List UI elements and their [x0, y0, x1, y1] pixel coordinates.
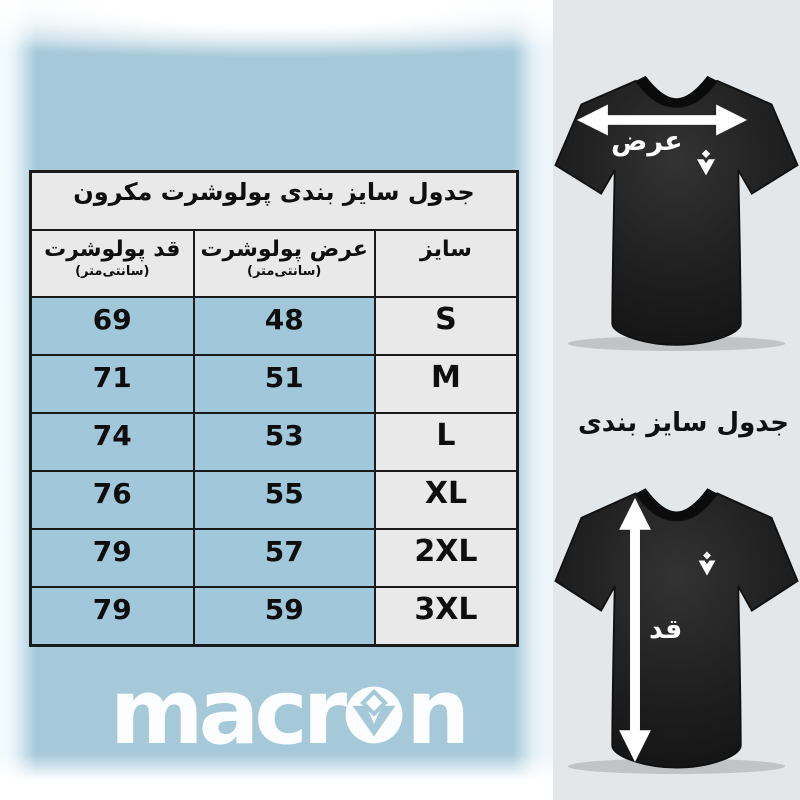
length-arrow-icon — [619, 497, 651, 763]
size-cell: M — [373, 354, 519, 414]
width-arrow-icon — [576, 104, 748, 136]
width-label: عرض — [611, 126, 683, 157]
tshirt-length-figure: قد — [553, 478, 800, 774]
tshirt-image — [554, 75, 799, 351]
macron-logo: macr n — [0, 668, 553, 758]
wordmark-text-right: n — [406, 660, 470, 765]
width-cell: 48 — [192, 296, 376, 356]
width-cell: 55 — [192, 470, 376, 530]
size-guide-caption: جدول سایز بندی — [577, 408, 790, 438]
right-panel: عرض جدول سایز بندی — [553, 0, 800, 800]
table-row: S 48 69 — [29, 296, 519, 356]
width-cell: 57 — [192, 528, 376, 588]
tshirt-image — [554, 488, 799, 774]
size-cell: S — [373, 296, 519, 356]
width-header-unit: (سانتی‌متر) — [247, 264, 322, 280]
width-column-header: عرض پولوشرت (سانتی‌متر) — [192, 229, 376, 298]
length-cell: 79 — [29, 586, 195, 647]
length-label: قد — [649, 614, 683, 645]
length-cell: 69 — [29, 296, 195, 356]
macron-emblem-icon — [345, 686, 403, 744]
table-row: XL 55 76 — [29, 470, 519, 530]
width-cell: 51 — [192, 354, 376, 414]
width-header-label: عرض پولوشرت — [200, 237, 368, 262]
macron-emblem-icon — [697, 149, 715, 176]
length-cell: 74 — [29, 412, 195, 472]
size-header-label: سایز — [420, 237, 472, 262]
table-row: L 53 74 — [29, 412, 519, 472]
length-cell: 79 — [29, 528, 195, 588]
table-row: 3XL 59 79 — [29, 586, 519, 647]
table-title-row: جدول سایز بندی پولوشرت مکرون — [29, 170, 519, 231]
left-panel: جدول سایز بندی پولوشرت مکرون سایز عرض پو… — [0, 0, 553, 800]
size-cell: 2XL — [373, 528, 519, 588]
table-row: M 51 71 — [29, 354, 519, 414]
length-cell: 71 — [29, 354, 195, 414]
width-cell: 53 — [192, 412, 376, 472]
table-header-row: سایز عرض پولوشرت (سانتی‌متر) قد پولوشرت … — [29, 229, 519, 298]
size-cell: L — [373, 412, 519, 472]
width-cell: 59 — [192, 586, 376, 647]
tshirt-width-figure: عرض — [553, 66, 800, 351]
table-row: 2XL 57 79 — [29, 528, 519, 588]
size-cell: 3XL — [373, 586, 519, 647]
macron-emblem-icon — [698, 551, 716, 576]
length-header-label: قد پولوشرت — [44, 237, 181, 262]
size-table: جدول سایز بندی پولوشرت مکرون سایز عرض پو… — [29, 170, 519, 647]
length-cell: 76 — [29, 470, 195, 530]
size-column-header: سایز — [373, 229, 519, 298]
length-header-unit: (سانتی‌متر) — [75, 264, 150, 280]
size-cell: XL — [373, 470, 519, 530]
wordmark-text-left: macr — [109, 660, 347, 765]
length-column-header: قد پولوشرت (سانتی‌متر) — [29, 229, 195, 298]
table-title: جدول سایز بندی پولوشرت مکرون — [29, 170, 519, 231]
